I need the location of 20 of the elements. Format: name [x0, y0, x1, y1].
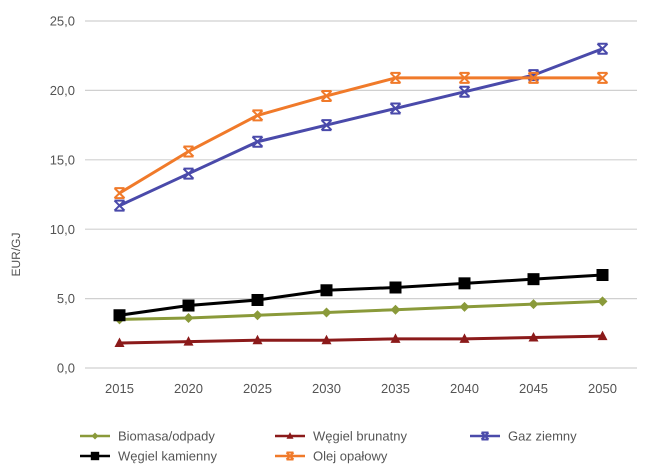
y-tick-label: 25,0: [50, 14, 75, 29]
legend-label: Gaz ziemny: [508, 428, 578, 444]
x-tick-label: 2030: [312, 381, 341, 396]
y-tick-label: 5,0: [56, 291, 75, 306]
x-tick-label: 2040: [450, 381, 479, 396]
x-tick-label: 2035: [381, 381, 410, 396]
x-tick-label: 2025: [243, 381, 272, 396]
y-axis-title: EUR/GJ: [9, 232, 23, 277]
x-tick-label: 2050: [588, 381, 617, 396]
y-tick-label: 15,0: [50, 152, 75, 168]
y-tick-label: 0,0: [56, 360, 75, 376]
x-tick-label: 2020: [174, 381, 203, 396]
legend-label: Węgiel kamienny: [118, 448, 218, 464]
y-tick-label: 10,0: [50, 222, 75, 237]
x-tick-label: 2045: [519, 381, 548, 396]
legend-label: Biomasa/odpady: [118, 428, 216, 444]
legend-label: Węgiel brunatny: [313, 428, 408, 444]
x-tick-label: 2015: [105, 381, 134, 396]
y-tick-label: 20,0: [50, 82, 75, 98]
legend-label: Olej opałowy: [313, 448, 388, 464]
